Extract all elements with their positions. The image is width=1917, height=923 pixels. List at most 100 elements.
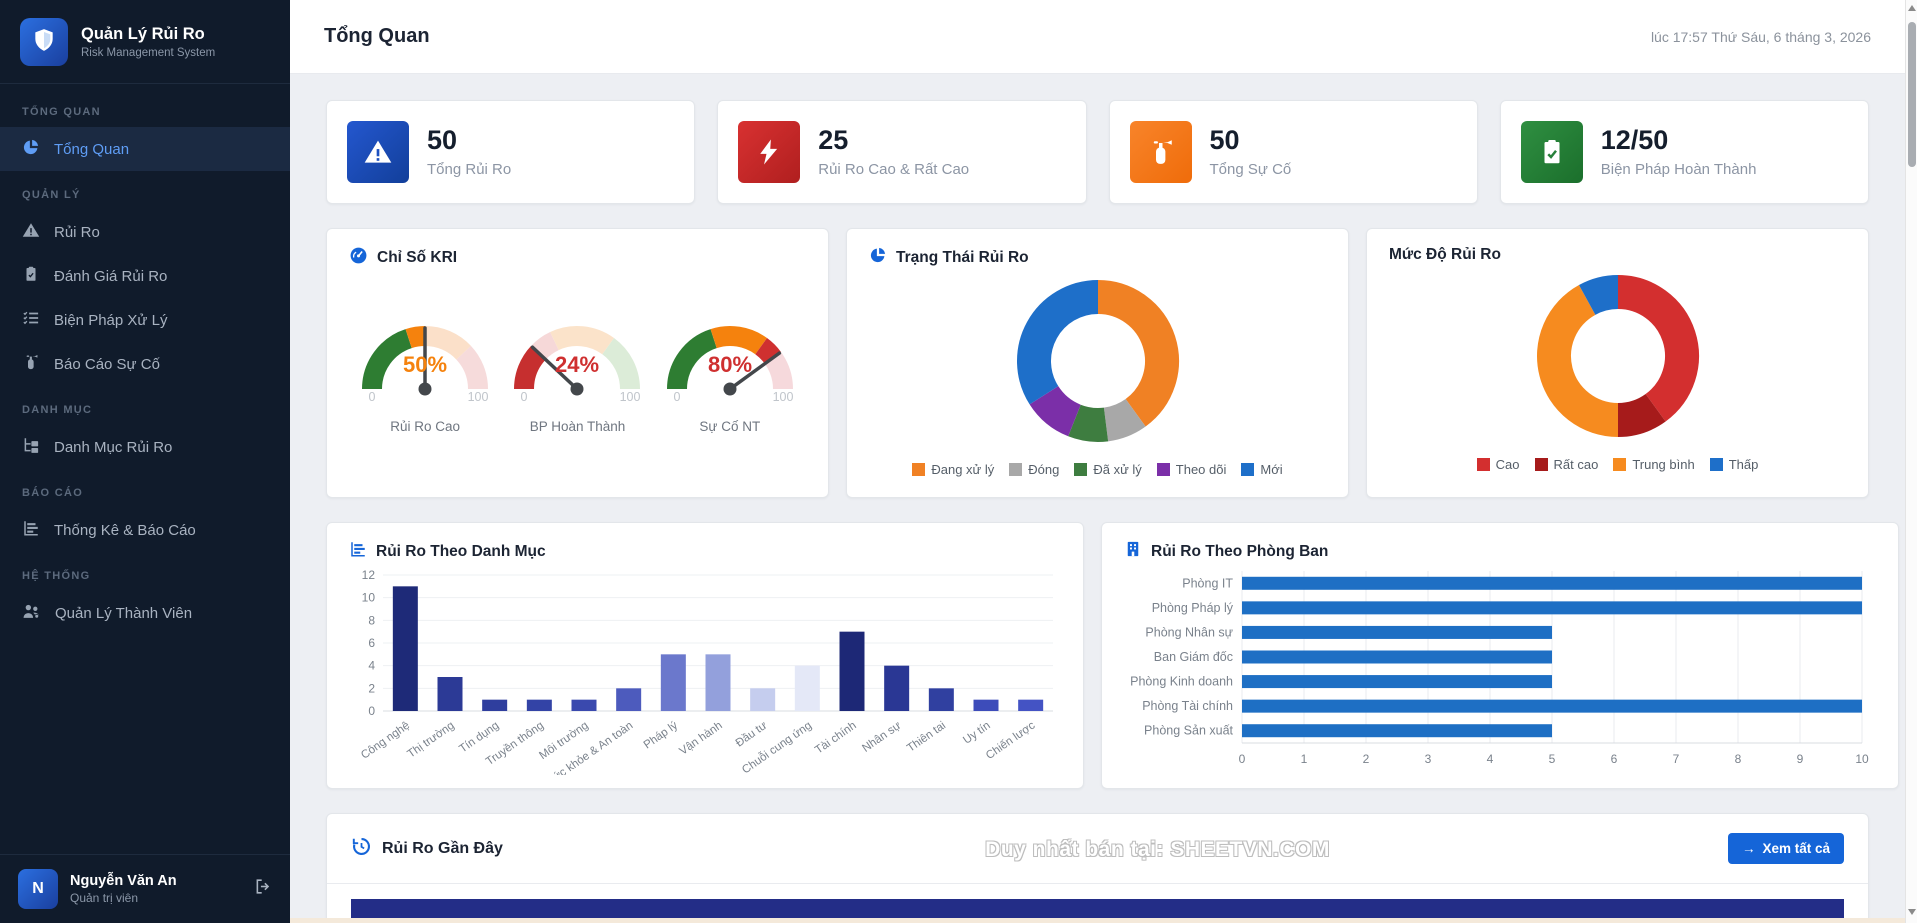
panel-title: Rủi Ro Gần Đây	[382, 839, 503, 857]
svg-text:0: 0	[369, 390, 376, 404]
legend-swatch-icon	[1709, 458, 1723, 471]
warning-triangle-icon	[22, 221, 40, 243]
nav-section-label: BÁO CÁO	[22, 487, 84, 499]
pie-chart-icon	[869, 246, 887, 269]
sidebar-item-label: Biện Pháp Xử Lý	[54, 311, 168, 329]
building-icon	[1124, 540, 1142, 563]
horizontal-scrollbar[interactable]	[290, 918, 1905, 923]
svg-text:Chiến lược: Chiến lược	[984, 719, 1038, 762]
svg-text:Phòng Kinh doanh: Phòng Kinh doanh	[1130, 675, 1233, 689]
stat-cards-row: 50 Tổng Rủi Ro 25 Rủi Ro Cao & Rất Cao	[326, 100, 1869, 204]
svg-text:1: 1	[1301, 752, 1308, 766]
legend-swatch-icon	[1613, 458, 1627, 471]
nav-section-label: DANH MỤC	[22, 404, 93, 416]
svg-text:100: 100	[772, 390, 793, 404]
fire-extinguisher-icon	[1129, 121, 1192, 183]
stat-value: 50	[1209, 125, 1240, 156]
sidebar-item-label: Thống Kê & Báo Cáo	[54, 521, 196, 539]
svg-text:4: 4	[368, 659, 375, 673]
legend-swatch-icon	[1241, 463, 1255, 476]
gauge-label: Sự Cố NT	[699, 419, 761, 434]
svg-text:0: 0	[521, 390, 528, 404]
level-donut-chart: Cao Rất cao Trung bình Thấp	[1389, 268, 1846, 472]
lightning-bolt-icon	[738, 121, 801, 183]
svg-text:Công nghệ: Công nghệ	[359, 720, 412, 762]
status-donut-panel: Trạng Thái Rủi Ro Đang xử lý Đóng Đã xử lý…	[846, 228, 1349, 498]
sidebar-nav: TỔNG QUAN Tổng Quan QUẢN LÝ Rủi Ro Đánh …	[0, 84, 290, 854]
arrow-right-icon: →	[1741, 841, 1756, 856]
svg-text:Ban Giám đốc: Ban Giám đốc	[1154, 650, 1233, 664]
logout-icon[interactable]	[253, 877, 272, 901]
level-donut-panel: Mức Độ Rủi Ro Cao Rất cao Trung bình Thấp	[1366, 228, 1869, 498]
category-bar-chart: 0 2 4 6 8 10 12 Công nghệ Thị trường Tín dụng Truy…	[349, 563, 1061, 788]
svg-text:12: 12	[362, 568, 376, 582]
sidebar-item-tong-quan[interactable]: Tổng Quan	[0, 127, 290, 171]
dashboard-content: 50 Tổng Rủi Ro 25 Rủi Ro Cao & Rất Cao	[290, 74, 1905, 923]
svg-text:Phòng Tài chính: Phòng Tài chính	[1142, 699, 1233, 713]
svg-text:Nhân sự: Nhân sự	[860, 719, 903, 754]
legend-swatch-icon	[1074, 463, 1088, 476]
stat-label: Rủi Ro Cao & Rất Cao	[818, 160, 970, 178]
sidebar-item-thong-ke-bao-cao[interactable]: Thống Kê & Báo Cáo	[0, 508, 290, 552]
kri-gauges: 50% 0 100 Rủi Ro Cao 24% 0 100 BP Hoàn Thành 80%…	[349, 296, 806, 434]
view-all-label: Xem tất cả	[1762, 841, 1830, 856]
svg-text:Thị trường: Thị trường	[405, 720, 456, 761]
view-all-button[interactable]: → Xem tất cả	[1727, 833, 1844, 864]
svg-text:2: 2	[368, 681, 375, 695]
svg-text:8: 8	[368, 613, 375, 627]
scrollbar-thumb[interactable]	[1908, 22, 1916, 167]
legend-swatch-icon	[1534, 458, 1548, 471]
divider	[327, 883, 1868, 884]
status-donut-legend: Đang xử lý Đóng Đã xử lý Theo dõi Mới	[912, 462, 1283, 477]
sidebar-item-danh-gia-rui-ro[interactable]: Đánh Giá Rủi Ro	[0, 254, 290, 298]
stat-label: Tổng Sự Cố	[1209, 160, 1292, 178]
warning-triangle-icon	[347, 121, 409, 183]
svg-text:8: 8	[1735, 752, 1742, 766]
sidebar-item-rui-ro[interactable]: Rủi Ro	[0, 210, 290, 254]
sidebar-item-bien-phap-xu-ly[interactable]: Biện Pháp Xử Lý	[0, 298, 290, 342]
sidebar-item-label: Danh Mục Rủi Ro	[54, 438, 173, 456]
folder-tree-icon	[22, 436, 40, 458]
department-bar-chart: 0 1 2 3 4 5 6 7 8 9 10 Phòng IT Phòng Pháp lý Phòng N…	[1124, 563, 1876, 780]
svg-text:Pháp lý: Pháp lý	[642, 719, 681, 751]
legend-item: Mới	[1241, 462, 1283, 477]
svg-text:24%: 24%	[555, 352, 599, 377]
kri-gauge: 50% 0 100 Rủi Ro Cao	[350, 296, 500, 434]
user-name: Nguyễn Văn An	[70, 873, 177, 889]
user-role: Quản trị viên	[70, 891, 139, 905]
vertical-scrollbar[interactable]	[1905, 0, 1917, 923]
page-title: Tổng Quan	[324, 25, 430, 47]
sidebar: Quản Lý Rủi Ro Risk Management System TỔ…	[0, 0, 290, 923]
scroll-up-arrow-icon[interactable]	[1908, 5, 1916, 11]
sidebar-user-panel: N Nguyễn Văn An Quản trị viên	[0, 854, 290, 923]
gauge-icon	[349, 246, 368, 270]
kri-panel: Chỉ Số KRI 50% 0 100 Rủi Ro Cao 24% 0 100 BP Ho…	[326, 228, 829, 498]
svg-text:0: 0	[1239, 752, 1246, 766]
app-logo	[20, 18, 68, 66]
svg-text:100: 100	[468, 390, 489, 404]
clipboard-check-icon	[1520, 121, 1583, 183]
stat-label: Tổng Rủi Ro	[427, 160, 512, 178]
svg-text:Phòng Sản xuất: Phòng Sản xuất	[1144, 724, 1233, 738]
level-donut-legend: Cao Rất cao Trung bình Thấp	[1476, 457, 1758, 472]
panel-title: Rủi Ro Theo Phòng Ban	[1151, 542, 1329, 560]
gauge-label: Rủi Ro Cao	[390, 419, 461, 434]
stat-card-total-incidents: 50 Tổng Sự Cố	[1108, 100, 1478, 204]
svg-text:Đầu tư: Đầu tư	[734, 719, 770, 749]
sidebar-item-label: Quản Lý Thành Viên	[55, 605, 193, 622]
svg-text:6: 6	[368, 636, 375, 650]
panel-title: Rủi Ro Theo Danh Mục	[376, 542, 546, 560]
panel-title: Chỉ Số KRI	[377, 249, 458, 266]
gauge-label: BP Hoàn Thành	[529, 419, 626, 434]
app-title: Quản Lý Rủi Ro	[81, 25, 205, 43]
sidebar-item-quan-ly-thanh-vien[interactable]: Quản Lý Thành Viên	[0, 591, 290, 636]
pie-chart-icon	[22, 138, 40, 160]
svg-text:Phòng IT: Phòng IT	[1182, 576, 1233, 590]
svg-text:2: 2	[1363, 752, 1370, 766]
nav-section-label: QUẢN LÝ	[22, 189, 81, 201]
stat-card-high-risks: 25 Rủi Ro Cao & Rất Cao	[717, 100, 1087, 204]
sidebar-item-bao-cao-su-co[interactable]: Báo Cáo Sự Cố	[0, 342, 290, 386]
scroll-down-arrow-icon[interactable]	[1908, 909, 1916, 915]
fire-extinguisher-icon	[22, 353, 40, 375]
sidebar-item-danh-muc-rui-ro[interactable]: Danh Mục Rủi Ro	[0, 425, 290, 469]
